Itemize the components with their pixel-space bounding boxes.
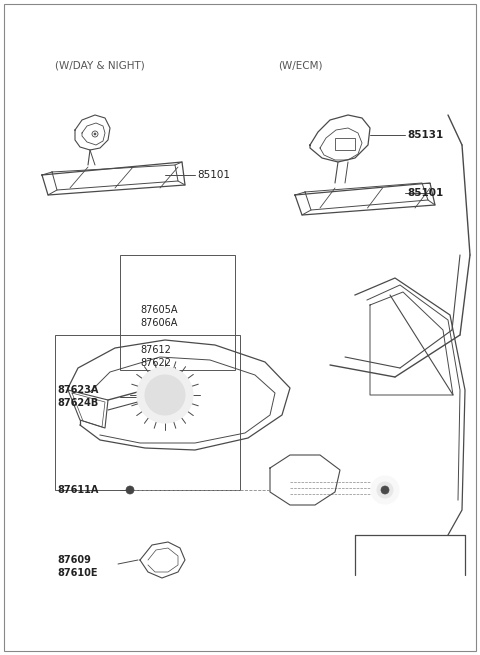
Text: 87622: 87622 [140, 358, 171, 368]
Bar [55, 335, 240, 490]
Circle shape [381, 486, 389, 494]
Text: 87610E: 87610E [57, 568, 97, 578]
Text: 87624B: 87624B [57, 398, 98, 408]
Text: (W/ECM): (W/ECM) [278, 60, 323, 70]
Text: (W/DAY & NIGHT): (W/DAY & NIGHT) [55, 60, 145, 70]
Text: 87605A: 87605A [140, 305, 178, 315]
Text: 85101: 85101 [197, 170, 230, 180]
Circle shape [145, 375, 185, 415]
Text: 87612: 87612 [140, 345, 171, 355]
Circle shape [94, 133, 96, 135]
Text: 87606A: 87606A [140, 318, 178, 328]
Circle shape [137, 367, 193, 423]
Text: 85131: 85131 [407, 130, 443, 140]
Text: 87611A: 87611A [57, 485, 98, 495]
Text: 87623A: 87623A [57, 385, 98, 395]
Bar [335, 138, 355, 150]
Text: 87609: 87609 [57, 555, 91, 565]
Circle shape [126, 486, 134, 494]
Circle shape [377, 482, 393, 498]
Bar [120, 255, 235, 370]
Circle shape [371, 476, 399, 504]
Text: 85101: 85101 [407, 188, 443, 198]
